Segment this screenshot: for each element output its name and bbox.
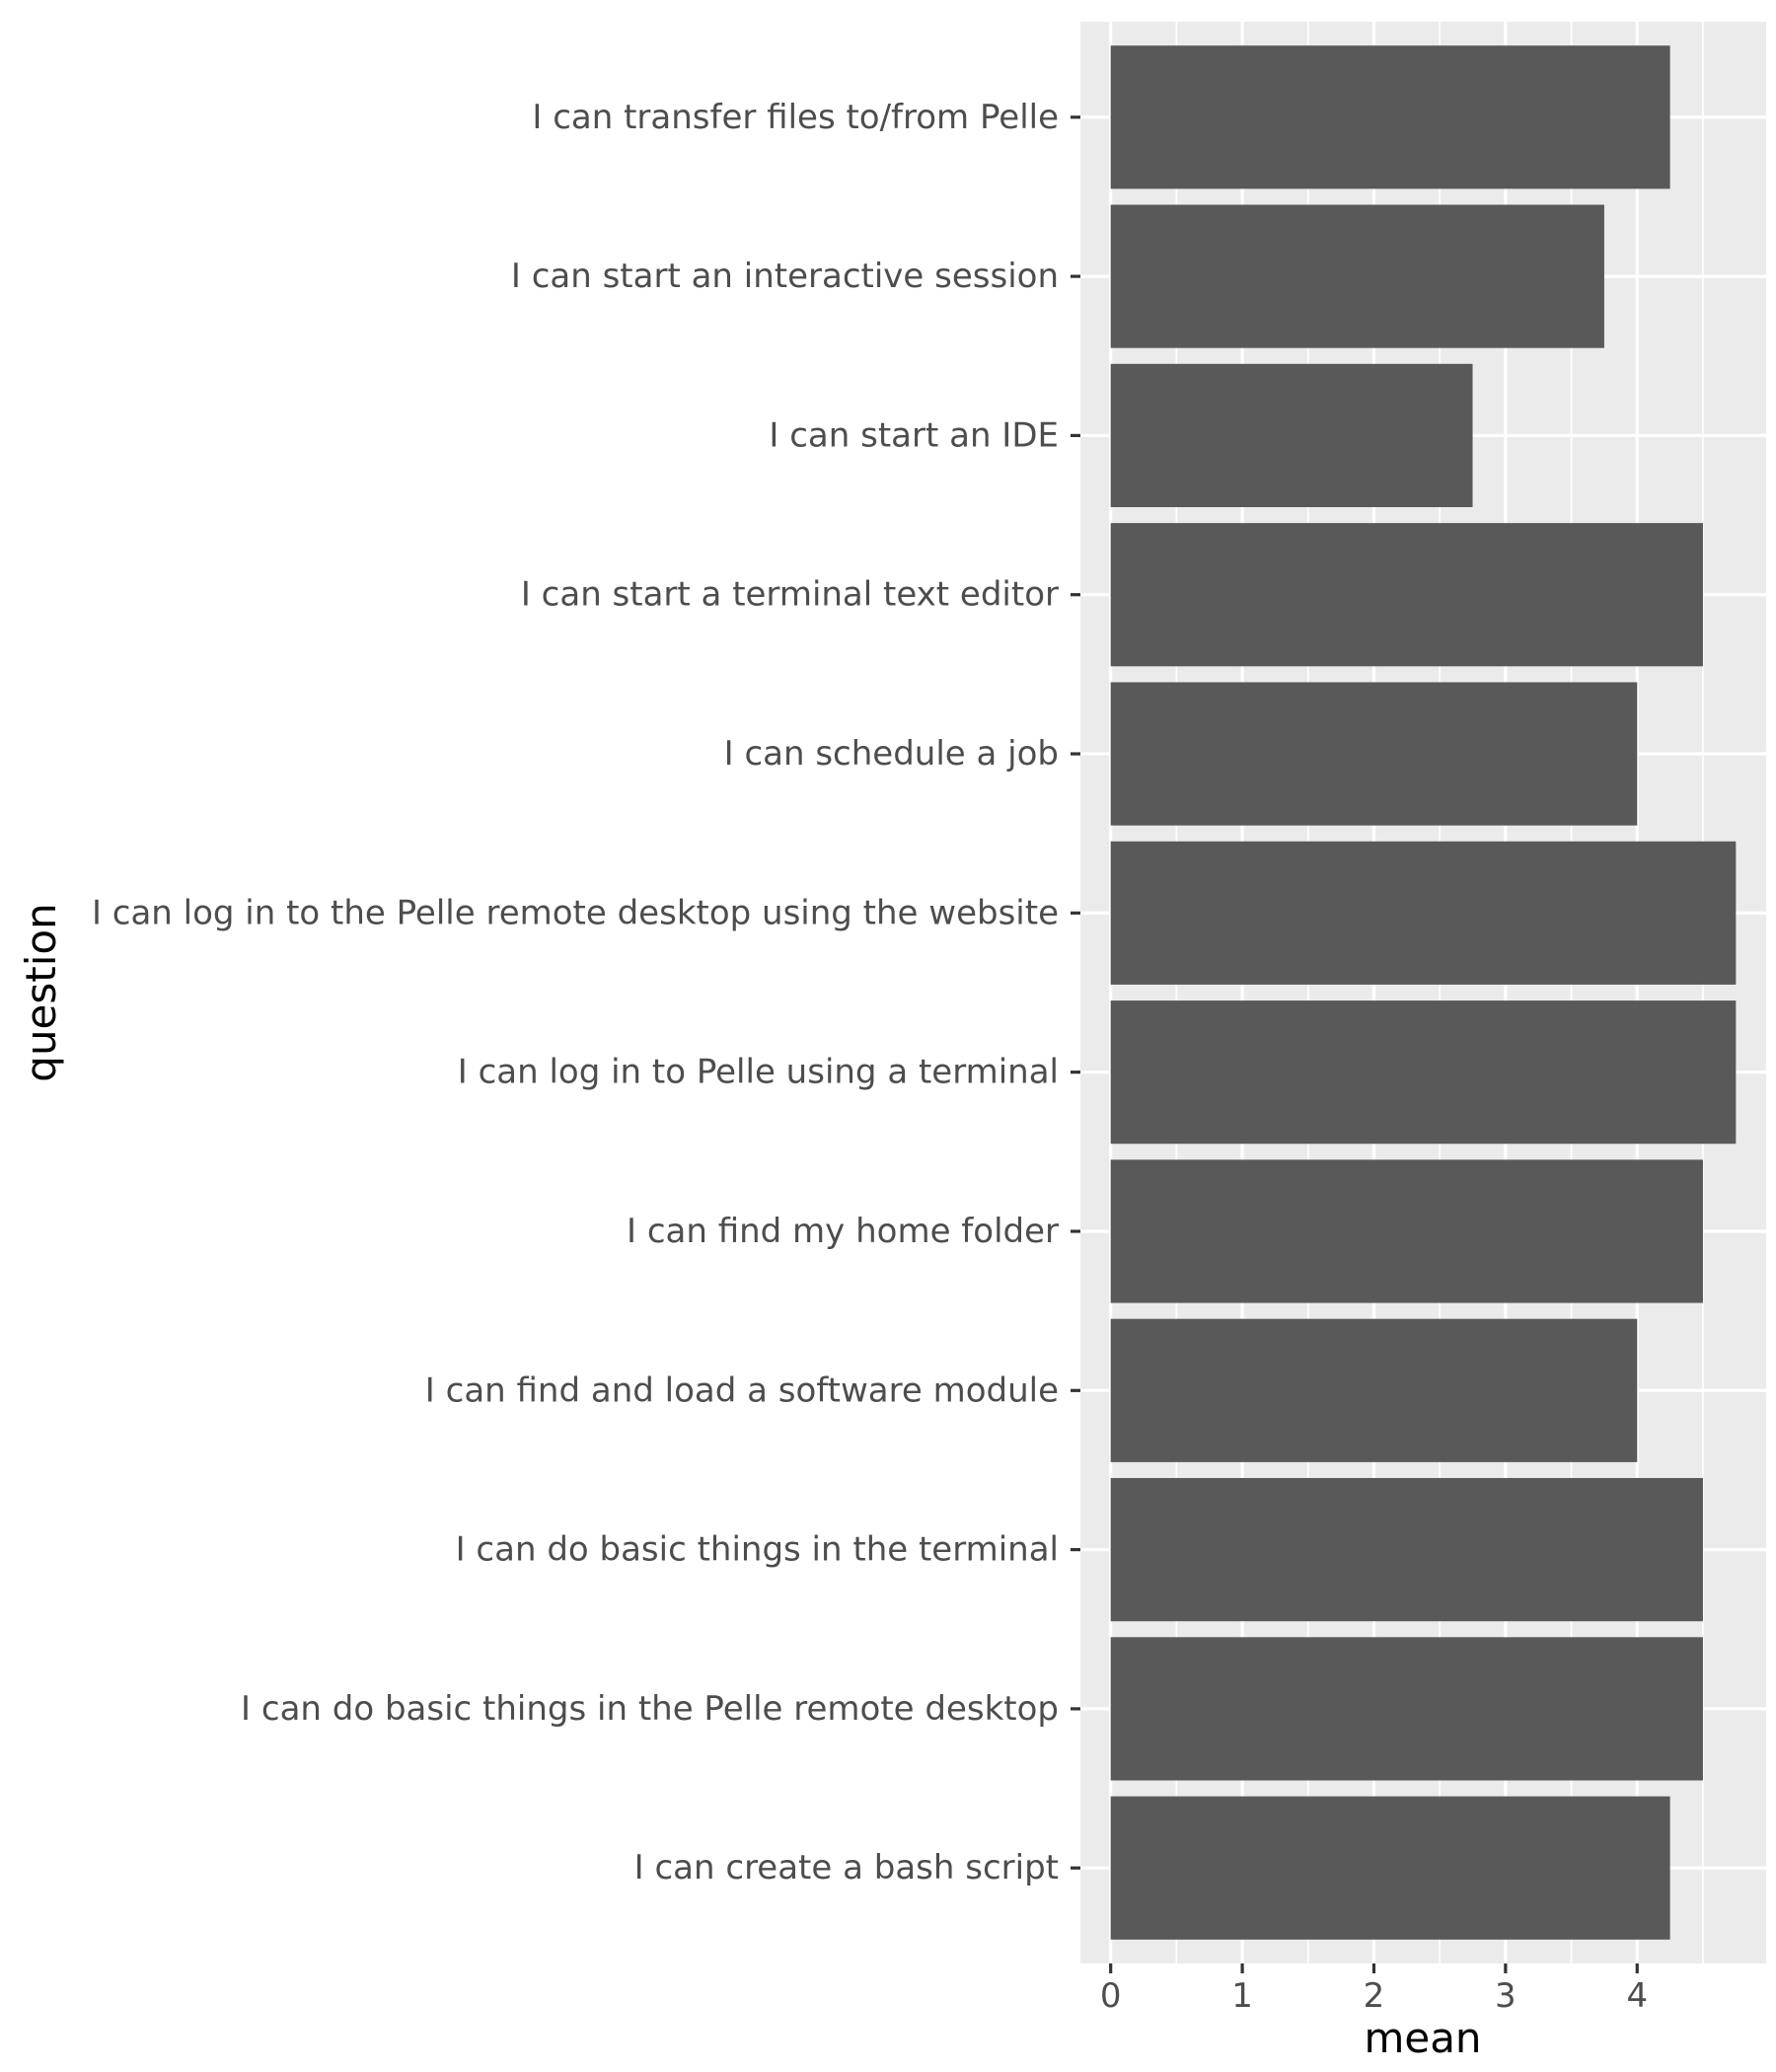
x-tick-label: 1: [1231, 1976, 1253, 2016]
x-tick-label: 2: [1364, 1976, 1385, 2016]
y-tick-label: I can schedule a job: [724, 734, 1059, 774]
x-axis: 0 1 2 3 4: [1100, 1963, 1648, 2016]
y-tick-label: I can create a bash script: [634, 1848, 1059, 1887]
bar: [1110, 1318, 1638, 1462]
y-tick-label: I can start an IDE: [769, 415, 1059, 455]
bar: [1110, 1796, 1670, 1940]
bar: [1110, 45, 1670, 189]
y-tick-label: I can do basic things in the terminal: [456, 1530, 1059, 1570]
y-axis: I can transfer files to/from Pelle I can …: [92, 98, 1080, 1887]
y-tick-label: I can start an interactive session: [511, 257, 1059, 296]
bar: [1110, 1159, 1703, 1303]
bar: [1110, 363, 1473, 507]
y-axis-title: question: [17, 903, 65, 1081]
bars: [1110, 45, 1737, 1940]
bar: [1110, 1637, 1703, 1781]
bar: [1110, 1478, 1703, 1622]
bar: [1110, 523, 1703, 667]
bar: [1110, 841, 1737, 985]
x-tick-label: 3: [1495, 1976, 1517, 2016]
y-tick-label: I can transfer files to/from Pelle: [532, 98, 1059, 137]
y-tick-label: I can log in to the Pelle remote desktop…: [92, 893, 1059, 932]
x-tick-label: 4: [1626, 1976, 1648, 2016]
y-tick-label: I can find my home folder: [627, 1212, 1059, 1251]
bar: [1110, 682, 1638, 826]
bar: [1110, 204, 1604, 348]
bar: [1110, 1000, 1737, 1145]
y-tick-label: I can log in to Pelle using a terminal: [458, 1053, 1059, 1092]
x-tick-label: 0: [1100, 1976, 1122, 2016]
y-tick-label: I can find and load a software module: [425, 1370, 1059, 1410]
y-tick-label: I can start a terminal text editor: [521, 575, 1059, 615]
y-tick-label: I can do basic things in the Pelle remot…: [241, 1689, 1059, 1729]
x-axis-title: mean: [1364, 2014, 1481, 2062]
